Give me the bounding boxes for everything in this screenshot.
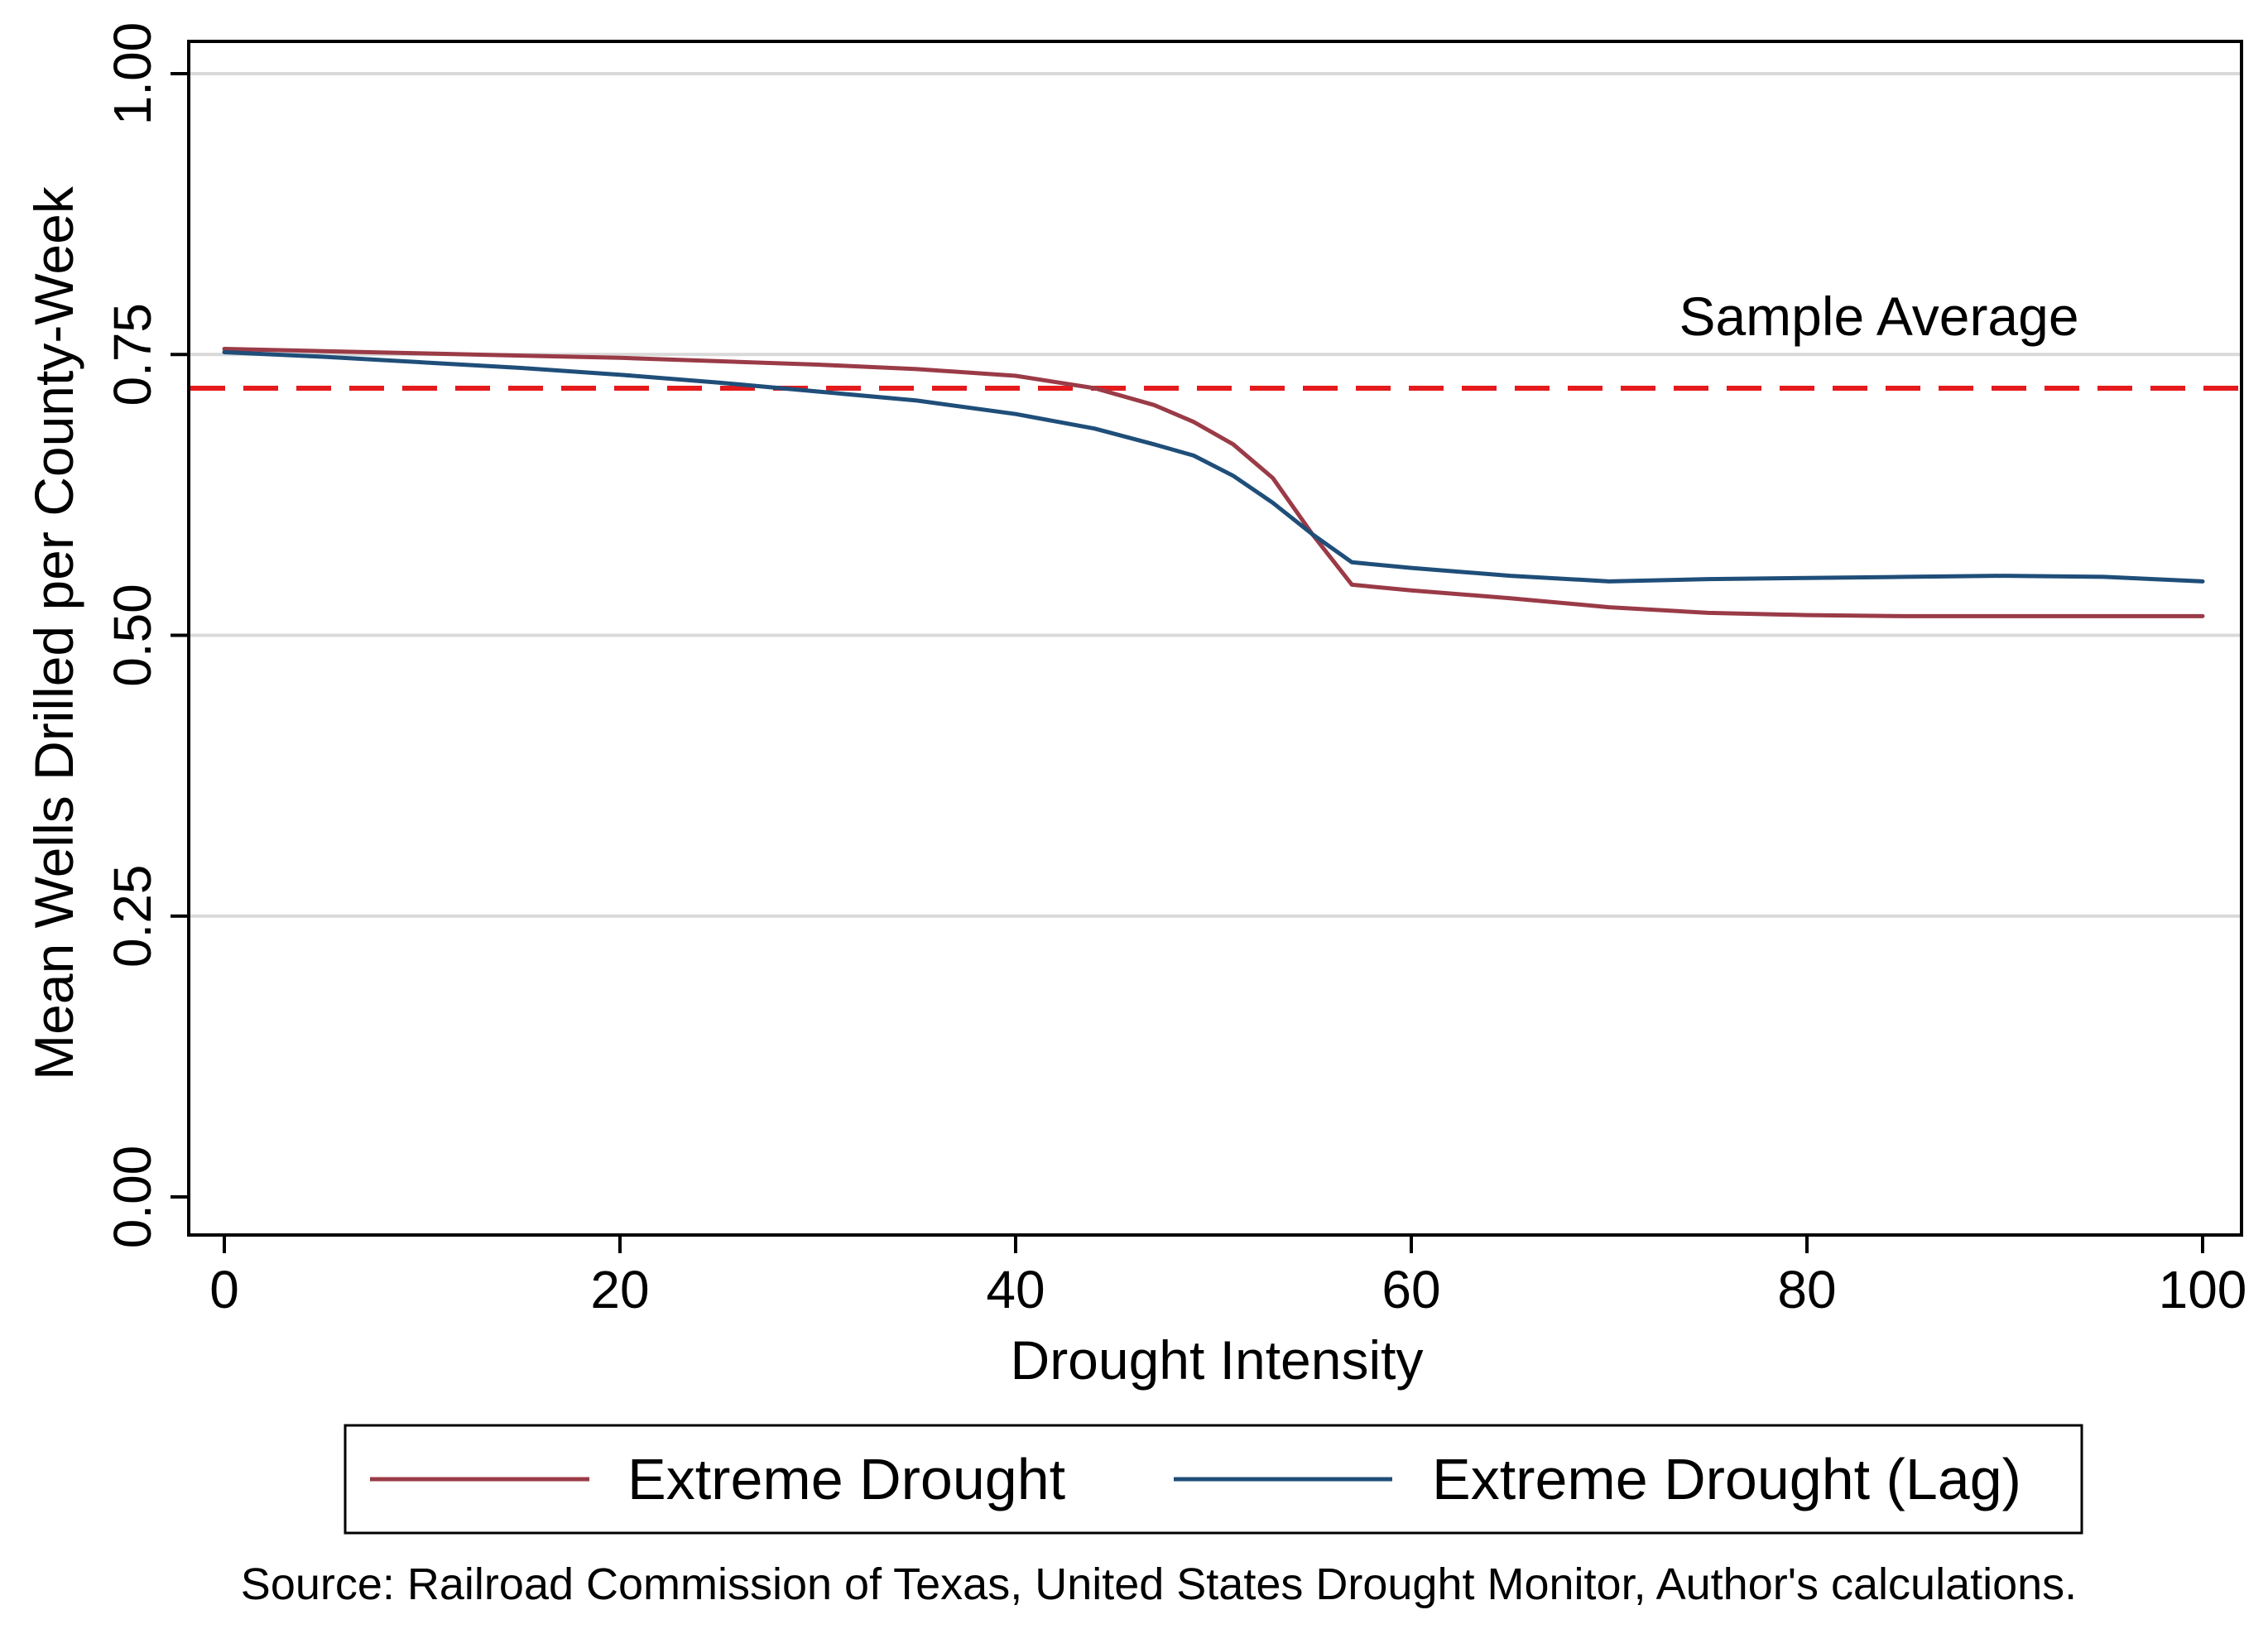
x-tick-label: 60 <box>1381 1260 1440 1319</box>
x-tick-label: 40 <box>986 1260 1045 1319</box>
sample-average-annotation: Sample Average <box>1679 286 2078 347</box>
x-tick-label: 100 <box>2159 1260 2247 1319</box>
series-line-extreme-drought <box>222 347 2205 618</box>
y-axis: 0.00 0.25 0.50 0.75 1.00 <box>103 22 189 1249</box>
series-line-extreme-drought-lag <box>222 350 2205 584</box>
legend-label-extreme-drought: Extreme Drought <box>627 1447 1065 1511</box>
y-tick-label: 0.00 <box>103 1146 162 1249</box>
y-tick-label: 0.50 <box>103 584 162 687</box>
x-tick-label: 80 <box>1777 1260 1836 1319</box>
series-group <box>222 347 2205 618</box>
plot-area <box>187 40 2243 1237</box>
x-tick-label: 20 <box>590 1260 649 1319</box>
y-tick-label: 1.00 <box>103 22 162 126</box>
legend: Extreme Drought Extreme Drought (Lag) <box>344 1424 2083 1535</box>
x-axis-title: Drought Intensity <box>1011 1329 1424 1391</box>
x-axis: 0 20 40 60 80 100 <box>209 1235 2246 1319</box>
x-tick-label: 0 <box>209 1260 239 1319</box>
y-axis-title: Mean Wells Drilled per County-Week <box>23 185 84 1080</box>
legend-label-extreme-drought-lag: Extreme Drought (Lag) <box>1432 1447 2021 1511</box>
y-tick-label: 0.75 <box>103 303 162 406</box>
y-tick-label: 0.25 <box>103 864 162 968</box>
source-note: Source: Railroad Commission of Texas, Un… <box>241 1559 2077 1609</box>
